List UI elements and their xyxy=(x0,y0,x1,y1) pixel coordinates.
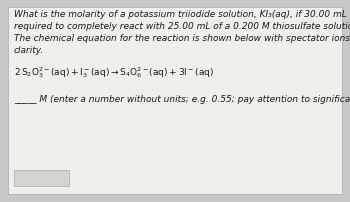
Text: The chemical equation for the reaction is shown below with spectator ions omitte: The chemical equation for the reaction i… xyxy=(14,34,350,43)
Text: required to completely react with 25.00 mL of a 0.200 M thiosulfate solution, K₂: required to completely react with 25.00 … xyxy=(14,22,350,31)
Text: clarity.: clarity. xyxy=(14,46,44,55)
Text: $2\,\mathrm{S_2O_3^{2-}(aq) + I_3^-(aq) \rightarrow S_4O_6^{2-}(aq) + 3I^-(aq)}$: $2\,\mathrm{S_2O_3^{2-}(aq) + I_3^-(aq) … xyxy=(14,65,214,80)
Text: What is the molarity of a potassium triiodide solution, KI₃(aq), if 30.00 mL of : What is the molarity of a potassium trii… xyxy=(14,10,350,19)
Bar xyxy=(14,170,69,186)
Text: _____ M (enter a number without units; e.g. 0.55; pay attention to significant f: _____ M (enter a number without units; e… xyxy=(14,95,350,103)
